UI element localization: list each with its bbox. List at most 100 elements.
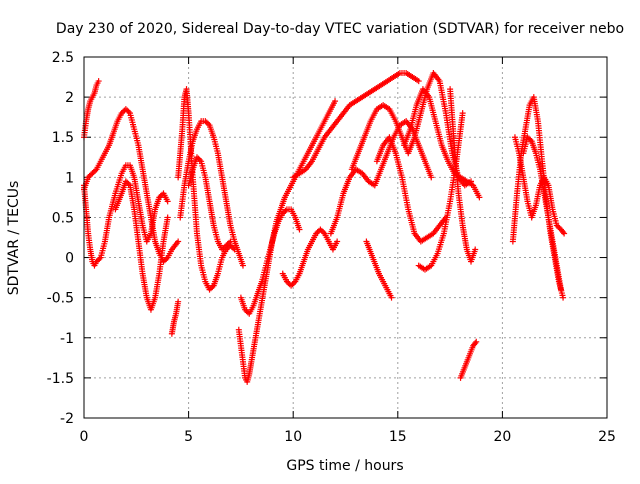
y-tick-label: -1.5 bbox=[47, 371, 74, 387]
data-point bbox=[281, 209, 288, 216]
data-point bbox=[228, 243, 235, 250]
series-arc-8 bbox=[185, 154, 234, 253]
series-arc-16 bbox=[373, 134, 449, 245]
data-point bbox=[195, 155, 202, 162]
data-point bbox=[85, 174, 92, 181]
data-point bbox=[175, 298, 182, 305]
series-arc-5 bbox=[168, 298, 182, 337]
data-point bbox=[290, 279, 297, 286]
data-point bbox=[164, 198, 171, 205]
data-point bbox=[157, 193, 164, 200]
x-tick-label: 25 bbox=[598, 429, 616, 445]
series-arc-11 bbox=[279, 226, 341, 289]
series-arc-17 bbox=[401, 86, 483, 201]
y-tick-label: 0 bbox=[65, 251, 74, 267]
data-point bbox=[193, 154, 200, 161]
y-tick-label: 0.5 bbox=[52, 210, 74, 226]
data-point bbox=[524, 134, 531, 141]
data-point bbox=[202, 118, 209, 125]
data-point bbox=[156, 194, 163, 201]
data-point bbox=[560, 229, 567, 236]
data-point bbox=[242, 306, 249, 313]
data-point bbox=[90, 168, 97, 175]
data-point bbox=[205, 120, 212, 127]
data-point bbox=[230, 245, 237, 252]
series-arc-3 bbox=[81, 162, 171, 269]
data-point bbox=[243, 308, 250, 315]
data-point bbox=[527, 136, 534, 143]
data-point bbox=[122, 178, 129, 185]
series-arc-1 bbox=[81, 78, 102, 141]
data-point bbox=[285, 279, 292, 286]
data-point bbox=[296, 226, 303, 233]
data-point bbox=[89, 170, 96, 177]
data-point bbox=[125, 181, 132, 188]
data-point bbox=[96, 255, 103, 262]
data-point bbox=[118, 110, 125, 117]
data-point bbox=[163, 255, 170, 262]
data-point bbox=[125, 108, 132, 115]
data-point bbox=[561, 230, 568, 237]
series-arc-20 bbox=[457, 338, 480, 381]
data-point bbox=[219, 246, 226, 253]
data-point bbox=[87, 171, 94, 178]
data-point bbox=[428, 174, 435, 181]
data-point bbox=[557, 286, 564, 293]
data-point bbox=[288, 282, 295, 289]
data-point bbox=[175, 238, 182, 245]
data-point bbox=[317, 226, 324, 233]
data-point bbox=[94, 257, 101, 264]
series-arc-12 bbox=[290, 70, 422, 181]
data-point bbox=[282, 207, 289, 214]
data-point bbox=[124, 107, 131, 114]
x-tick-label: 10 bbox=[284, 429, 302, 445]
series-arc-19 bbox=[447, 86, 479, 265]
data-point bbox=[227, 238, 234, 245]
data-series bbox=[81, 70, 568, 385]
x-tick-label: 5 bbox=[184, 429, 193, 445]
data-point bbox=[122, 106, 129, 113]
y-tick-label: 1 bbox=[65, 170, 74, 186]
data-point bbox=[289, 281, 296, 288]
data-point bbox=[279, 210, 286, 217]
data-point bbox=[283, 278, 290, 285]
series-arc-7 bbox=[177, 118, 246, 269]
data-point bbox=[332, 98, 339, 105]
data-point bbox=[206, 286, 213, 293]
data-point bbox=[120, 108, 127, 115]
data-point bbox=[388, 294, 395, 301]
data-point bbox=[415, 78, 422, 85]
data-point bbox=[86, 172, 93, 179]
series-arc-4 bbox=[112, 178, 171, 313]
data-point bbox=[221, 243, 228, 250]
data-point bbox=[314, 229, 321, 236]
data-point bbox=[196, 156, 203, 163]
data-point bbox=[473, 338, 480, 345]
data-point bbox=[95, 78, 102, 85]
data-point bbox=[203, 119, 210, 126]
chart-title: Day 230 of 2020, Sidereal Day-to-day VTE… bbox=[56, 21, 624, 37]
data-point bbox=[553, 222, 560, 229]
data-point bbox=[207, 285, 214, 292]
series-arc-15 bbox=[363, 238, 395, 301]
x-tick-label: 15 bbox=[389, 429, 407, 445]
data-point bbox=[223, 242, 230, 249]
x-tick-label: 0 bbox=[80, 429, 89, 445]
y-tick-label: -0.5 bbox=[47, 291, 74, 307]
y-tick-label: 2 bbox=[65, 90, 74, 106]
y-tick-label: -2 bbox=[60, 411, 74, 427]
plot-frame bbox=[83, 56, 608, 419]
data-point bbox=[555, 223, 562, 230]
data-point bbox=[320, 229, 327, 236]
x-tick-label: 20 bbox=[493, 429, 511, 445]
data-point bbox=[525, 135, 532, 142]
data-point bbox=[318, 227, 325, 234]
data-point bbox=[459, 110, 466, 117]
series-arc-23 bbox=[520, 134, 564, 293]
data-point bbox=[334, 238, 341, 245]
series-arc-10 bbox=[237, 206, 303, 317]
data-point bbox=[92, 167, 99, 174]
x-axis-label: GPS time / hours bbox=[286, 458, 403, 474]
